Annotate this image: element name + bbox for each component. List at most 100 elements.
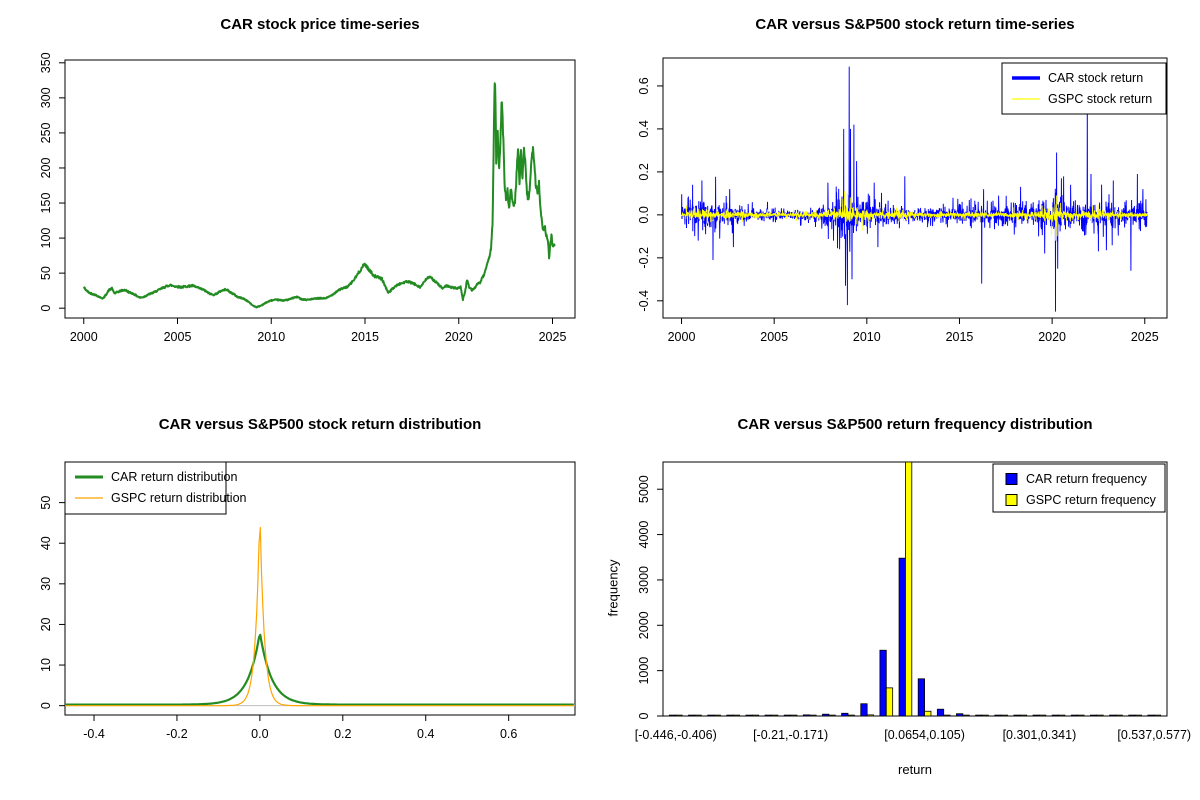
plot-frame [64,59,576,319]
legend-box [992,463,1166,513]
gspc-frequency-bar [1019,714,1028,717]
car-frequency-bar [822,713,830,717]
legend-box [64,461,227,515]
bar-x-tick-label: [-0.446,-0.406) [635,728,717,742]
car-frequency-bar [956,713,964,717]
gspc-frequency-bar [694,714,702,717]
x-axis: 2000 2005 2010 2015 2020 2025 [70,318,566,344]
gspc-frequency-bar [1058,714,1066,717]
y-tick-label: 40 [39,536,53,550]
bar-groups [668,461,1162,717]
y-tick-label: 0.0 [637,206,651,223]
x-tick-label: 0.4 [417,727,434,741]
legend-label: GSPC stock return [1048,92,1152,106]
density-chart-title: CAR versus S&P500 stock return distribut… [158,416,482,433]
y-tick-label: 1000 [637,657,651,685]
x-tick-label: -0.4 [83,727,105,741]
gspc-return-series [681,191,1148,241]
car-frequency-bar [1051,714,1059,717]
car-frequency-bar [726,714,734,717]
gspc-frequency-bar [828,714,836,717]
legend: CAR stock return GSPC stock return [1001,62,1167,115]
returns-chart-title: CAR versus S&P500 stock return time-seri… [755,16,1075,33]
y-tick-label: 150 [39,193,53,214]
gspc-frequency-bar [981,714,989,717]
legend-square-sample [1005,473,1018,485]
car-frequency-bar [879,649,887,717]
gspc-frequency-bar [1153,714,1162,717]
returns-time-series-plot: 2000 2005 2010 2015 2020 2025 -0.4 -0.2 0.0 0.2 0.… [637,57,1168,344]
gspc-frequency-bar [751,714,760,717]
y-tick-label: 5000 [637,475,651,503]
gspc-frequency-bar [1096,714,1104,717]
x-tick-label: -0.2 [166,727,188,741]
car-price-series [82,82,556,309]
x-tick-label: 2010 [257,330,285,344]
gspc-density-curve [65,526,574,707]
y-tick-label: 0.2 [637,163,651,180]
gspc-frequency-bar [885,687,894,717]
gspc-frequency-bar [1134,714,1142,717]
bar-x-axis: [-0.446,-0.406) [-0.21,-0.171) [0.0654,0.1… [635,728,1191,742]
y-tick-label: -0.2 [637,247,651,269]
legend-square-sample [1005,494,1018,506]
x-tick-label: 2005 [164,330,192,344]
gspc-frequency-bar [962,714,970,717]
y-tick-label: 0.4 [637,120,651,137]
legend-label: CAR return frequency [1026,472,1148,486]
car-frequency-bar [764,714,772,717]
gspc-frequency-bar [771,714,779,717]
car-frequency-bar [936,708,945,717]
car-frequency-bar [668,714,677,717]
y-tick-label: 3000 [637,566,651,594]
y-tick-label: 30 [39,577,53,591]
legend-label: GSPC return distribution [111,491,247,505]
car-frequency-bar [1013,714,1021,717]
y-tick-label: 200 [39,157,53,178]
car-frequency-bar [1128,714,1136,717]
y-axis: 0 10 20 30 40 50 [39,496,65,709]
car-frequency-bar [1109,714,1117,717]
y-tick-label: 100 [39,228,53,249]
y-tick-label: 4000 [637,521,651,549]
bar-x-tick-label: [0.0654,0.105) [884,728,965,742]
car-frequency-bar [841,712,849,717]
price-chart-title: CAR stock price time-series [220,16,420,33]
plot-frame [64,461,576,716]
x-tick-label: 2005 [760,330,788,344]
gspc-frequency-bar [713,714,721,717]
x-tick-label: 2020 [1038,330,1066,344]
legend: CAR return frequency GSPC return frequenc… [992,463,1166,513]
x-tick-label: 2010 [853,330,881,344]
x-tick-label: 0.2 [334,727,351,741]
x-tick-label: 0.0 [251,727,268,741]
legend: CAR return distribution GSPC return distr… [64,461,247,515]
y-tick-label: 20 [39,617,53,631]
gspc-frequency-bar [924,710,932,717]
x-tick-label: 2000 [70,330,98,344]
car-density-curve [65,633,574,706]
y-tick-label: 50 [39,496,53,510]
car-frequency-bar [917,678,925,717]
bar-x-tick-label: [0.301,0.341) [1003,728,1077,742]
gspc-frequency-bar [1077,714,1085,717]
plot-frame [662,57,1168,319]
y-axis: -0.4 -0.2 0.0 0.2 0.4 0.6 [637,77,663,312]
gspc-frequency-bar [1000,714,1008,717]
car-frequency-bar [1147,714,1155,717]
y-tick-label: 0.6 [637,77,651,94]
return-density-plot: -0.4 -0.2 0.0 0.2 0.4 0.6 0 10 20 30 40 50 CAR retur… [39,461,576,741]
plot-frame [662,461,1168,717]
price-time-series-plot: 2000 2005 2010 2015 2020 2025 0 50 100 150 200 250 3… [39,52,576,344]
x-tick-label: 2000 [668,330,696,344]
x-tick-label: 2025 [1131,330,1159,344]
car-frequency-bar [688,714,696,717]
x-tick-label: 2020 [445,330,473,344]
gspc-frequency-bar [866,714,874,717]
car-frequency-bar [1070,714,1079,717]
legend-label: CAR return distribution [111,470,237,484]
y-tick-label: 300 [39,87,53,108]
car-frequency-bar [994,714,1002,717]
car-frequency-bar [802,714,811,717]
y-axis: 0 1000 2000 3000 4000 5000 [637,475,663,719]
